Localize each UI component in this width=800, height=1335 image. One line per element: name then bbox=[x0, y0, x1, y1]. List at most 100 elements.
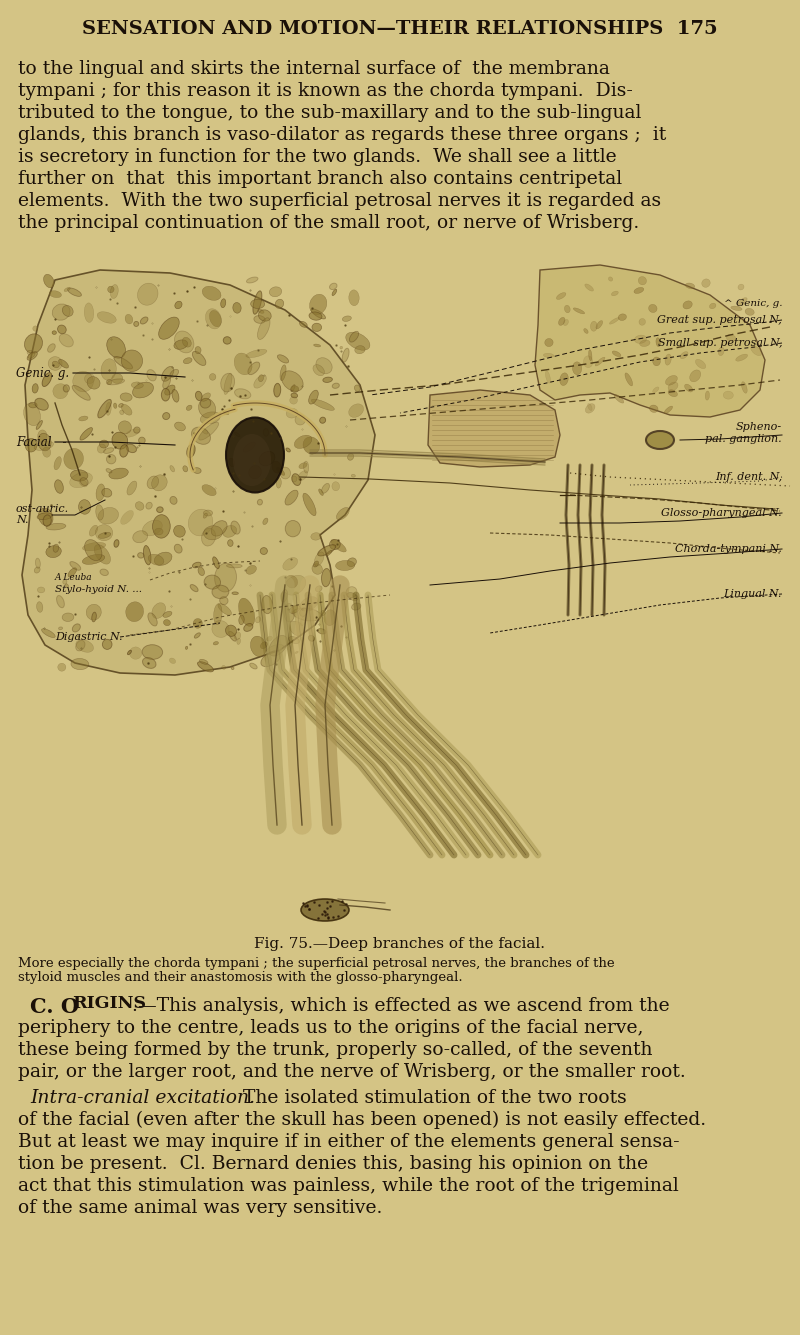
Ellipse shape bbox=[102, 489, 112, 497]
Ellipse shape bbox=[90, 525, 98, 537]
Ellipse shape bbox=[231, 668, 234, 670]
Text: act that this stimulation was painless, while the root of the trigeminal: act that this stimulation was painless, … bbox=[18, 1177, 678, 1195]
Ellipse shape bbox=[162, 413, 170, 419]
Ellipse shape bbox=[85, 539, 102, 561]
Ellipse shape bbox=[666, 375, 678, 386]
Ellipse shape bbox=[229, 631, 237, 641]
Ellipse shape bbox=[656, 338, 661, 347]
Text: N.: N. bbox=[16, 515, 29, 525]
Ellipse shape bbox=[258, 318, 270, 339]
Ellipse shape bbox=[28, 352, 35, 358]
Ellipse shape bbox=[269, 635, 287, 655]
Ellipse shape bbox=[295, 415, 306, 425]
Text: Inf. dent. N,: Inf. dent. N, bbox=[715, 473, 782, 482]
Ellipse shape bbox=[311, 533, 321, 541]
Ellipse shape bbox=[298, 471, 307, 481]
Ellipse shape bbox=[291, 392, 298, 398]
Ellipse shape bbox=[157, 507, 163, 513]
Text: Great sup. petrosal N,: Great sup. petrosal N, bbox=[658, 315, 782, 324]
Polygon shape bbox=[22, 270, 375, 676]
Ellipse shape bbox=[38, 509, 53, 526]
Ellipse shape bbox=[106, 454, 116, 463]
Ellipse shape bbox=[103, 447, 114, 454]
Ellipse shape bbox=[258, 308, 264, 314]
Ellipse shape bbox=[229, 458, 235, 467]
Ellipse shape bbox=[195, 391, 202, 400]
Ellipse shape bbox=[57, 595, 64, 607]
Ellipse shape bbox=[349, 290, 359, 306]
Ellipse shape bbox=[330, 539, 340, 550]
Ellipse shape bbox=[312, 323, 322, 331]
Ellipse shape bbox=[276, 478, 282, 489]
Ellipse shape bbox=[612, 351, 621, 356]
Text: -: - bbox=[55, 435, 66, 449]
Ellipse shape bbox=[250, 637, 266, 657]
Ellipse shape bbox=[114, 403, 117, 409]
Ellipse shape bbox=[96, 483, 105, 501]
Ellipse shape bbox=[718, 347, 724, 355]
Text: Spheno-: Spheno- bbox=[736, 422, 782, 433]
Ellipse shape bbox=[106, 379, 112, 384]
Ellipse shape bbox=[263, 518, 268, 525]
Ellipse shape bbox=[238, 598, 254, 626]
Ellipse shape bbox=[222, 665, 226, 669]
Ellipse shape bbox=[143, 546, 151, 565]
Text: But at least we may inquire if in either of the elements general sensa-: But at least we may inquire if in either… bbox=[18, 1133, 680, 1151]
Ellipse shape bbox=[293, 607, 322, 621]
Ellipse shape bbox=[291, 384, 295, 391]
Text: More especially the chorda tympani ; the superficial petrosal nerves, the branch: More especially the chorda tympani ; the… bbox=[18, 957, 614, 971]
Ellipse shape bbox=[25, 334, 42, 354]
Ellipse shape bbox=[58, 359, 69, 368]
Ellipse shape bbox=[147, 370, 156, 380]
Text: further on  that  this important branch also contains centripetal: further on that this important branch al… bbox=[18, 170, 622, 188]
Ellipse shape bbox=[665, 354, 671, 366]
Ellipse shape bbox=[95, 525, 113, 541]
Ellipse shape bbox=[738, 284, 744, 290]
Ellipse shape bbox=[260, 547, 267, 554]
Ellipse shape bbox=[165, 384, 175, 395]
Ellipse shape bbox=[750, 346, 762, 355]
Ellipse shape bbox=[202, 429, 208, 434]
Text: tympani ; for this reason it is known as the chorda tympani.  Dis-: tympani ; for this reason it is known as… bbox=[18, 81, 633, 100]
Ellipse shape bbox=[354, 384, 360, 391]
Ellipse shape bbox=[639, 319, 646, 326]
Ellipse shape bbox=[64, 449, 83, 470]
Ellipse shape bbox=[309, 390, 318, 405]
Ellipse shape bbox=[634, 335, 646, 343]
Ellipse shape bbox=[723, 391, 734, 399]
Text: elements.  With the two superficial petrosal nerves it is regarded as: elements. With the two superficial petro… bbox=[18, 192, 661, 210]
Ellipse shape bbox=[138, 283, 158, 306]
Ellipse shape bbox=[42, 447, 50, 458]
Ellipse shape bbox=[32, 383, 38, 392]
Ellipse shape bbox=[311, 308, 326, 319]
Ellipse shape bbox=[130, 647, 142, 659]
Ellipse shape bbox=[316, 358, 332, 374]
Ellipse shape bbox=[154, 529, 163, 535]
Ellipse shape bbox=[80, 478, 88, 486]
Ellipse shape bbox=[43, 274, 54, 288]
Ellipse shape bbox=[58, 627, 62, 630]
Text: Chorda-tympani N.: Chorda-tympani N. bbox=[675, 543, 782, 554]
Ellipse shape bbox=[206, 308, 222, 328]
Ellipse shape bbox=[98, 399, 111, 418]
Ellipse shape bbox=[303, 437, 320, 454]
Ellipse shape bbox=[73, 371, 94, 392]
Ellipse shape bbox=[668, 382, 678, 391]
Ellipse shape bbox=[312, 563, 322, 574]
Ellipse shape bbox=[127, 650, 131, 654]
Ellipse shape bbox=[70, 473, 93, 487]
Ellipse shape bbox=[584, 328, 588, 334]
Ellipse shape bbox=[34, 567, 40, 573]
Ellipse shape bbox=[742, 382, 747, 394]
Ellipse shape bbox=[198, 398, 216, 418]
Ellipse shape bbox=[347, 454, 354, 461]
Ellipse shape bbox=[277, 467, 285, 475]
Ellipse shape bbox=[281, 590, 287, 602]
Ellipse shape bbox=[221, 299, 226, 307]
Ellipse shape bbox=[261, 642, 267, 649]
Ellipse shape bbox=[122, 350, 142, 371]
Ellipse shape bbox=[162, 388, 170, 400]
Ellipse shape bbox=[726, 335, 735, 342]
Ellipse shape bbox=[106, 336, 126, 358]
Ellipse shape bbox=[253, 291, 262, 314]
